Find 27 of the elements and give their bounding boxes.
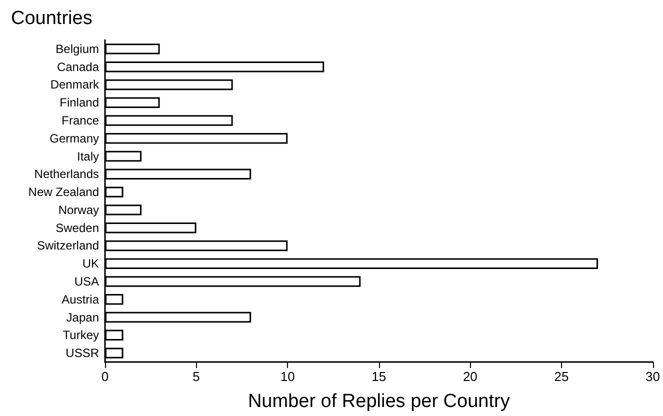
x-tick-label: 10 — [280, 369, 295, 384]
y-tick-label: UK — [82, 256, 99, 271]
y-tick-label: Belgium — [56, 42, 99, 56]
y-tick-label: Canada — [56, 60, 100, 74]
x-tick-label: 0 — [101, 369, 109, 384]
y-tick-label: Italy — [76, 149, 99, 164]
x-tick-label: 20 — [462, 369, 478, 384]
y-tick-label: Japan — [66, 310, 99, 324]
y-tick-label: Sweden — [56, 220, 99, 235]
y-tick-label: Turkey — [62, 328, 99, 342]
y-tick-label: USA — [74, 274, 99, 288]
x-tick-label: 15 — [372, 369, 386, 384]
y-axis-title: Countries — [11, 8, 92, 29]
x-tick-label: 30 — [646, 369, 660, 384]
y-tick-label: Austria — [62, 292, 100, 306]
x-tick-label: 5 — [192, 369, 200, 384]
y-tick-label: Germany — [50, 131, 99, 146]
y-tick-label: Netherlands — [34, 167, 99, 182]
y-tick-label: USSR — [66, 346, 100, 360]
y-tick-label: Finland — [60, 96, 99, 110]
y-tick-label: Denmark — [50, 78, 100, 92]
y-tick-label: Switzerland — [36, 238, 99, 253]
x-tick-label: 25 — [554, 369, 569, 384]
y-tick-label: New Zealand — [28, 185, 99, 200]
y-tick-label: France — [62, 114, 100, 128]
x-axis-title: Number of Replies per Country — [248, 391, 510, 412]
y-tick-label: Norway — [58, 202, 99, 217]
